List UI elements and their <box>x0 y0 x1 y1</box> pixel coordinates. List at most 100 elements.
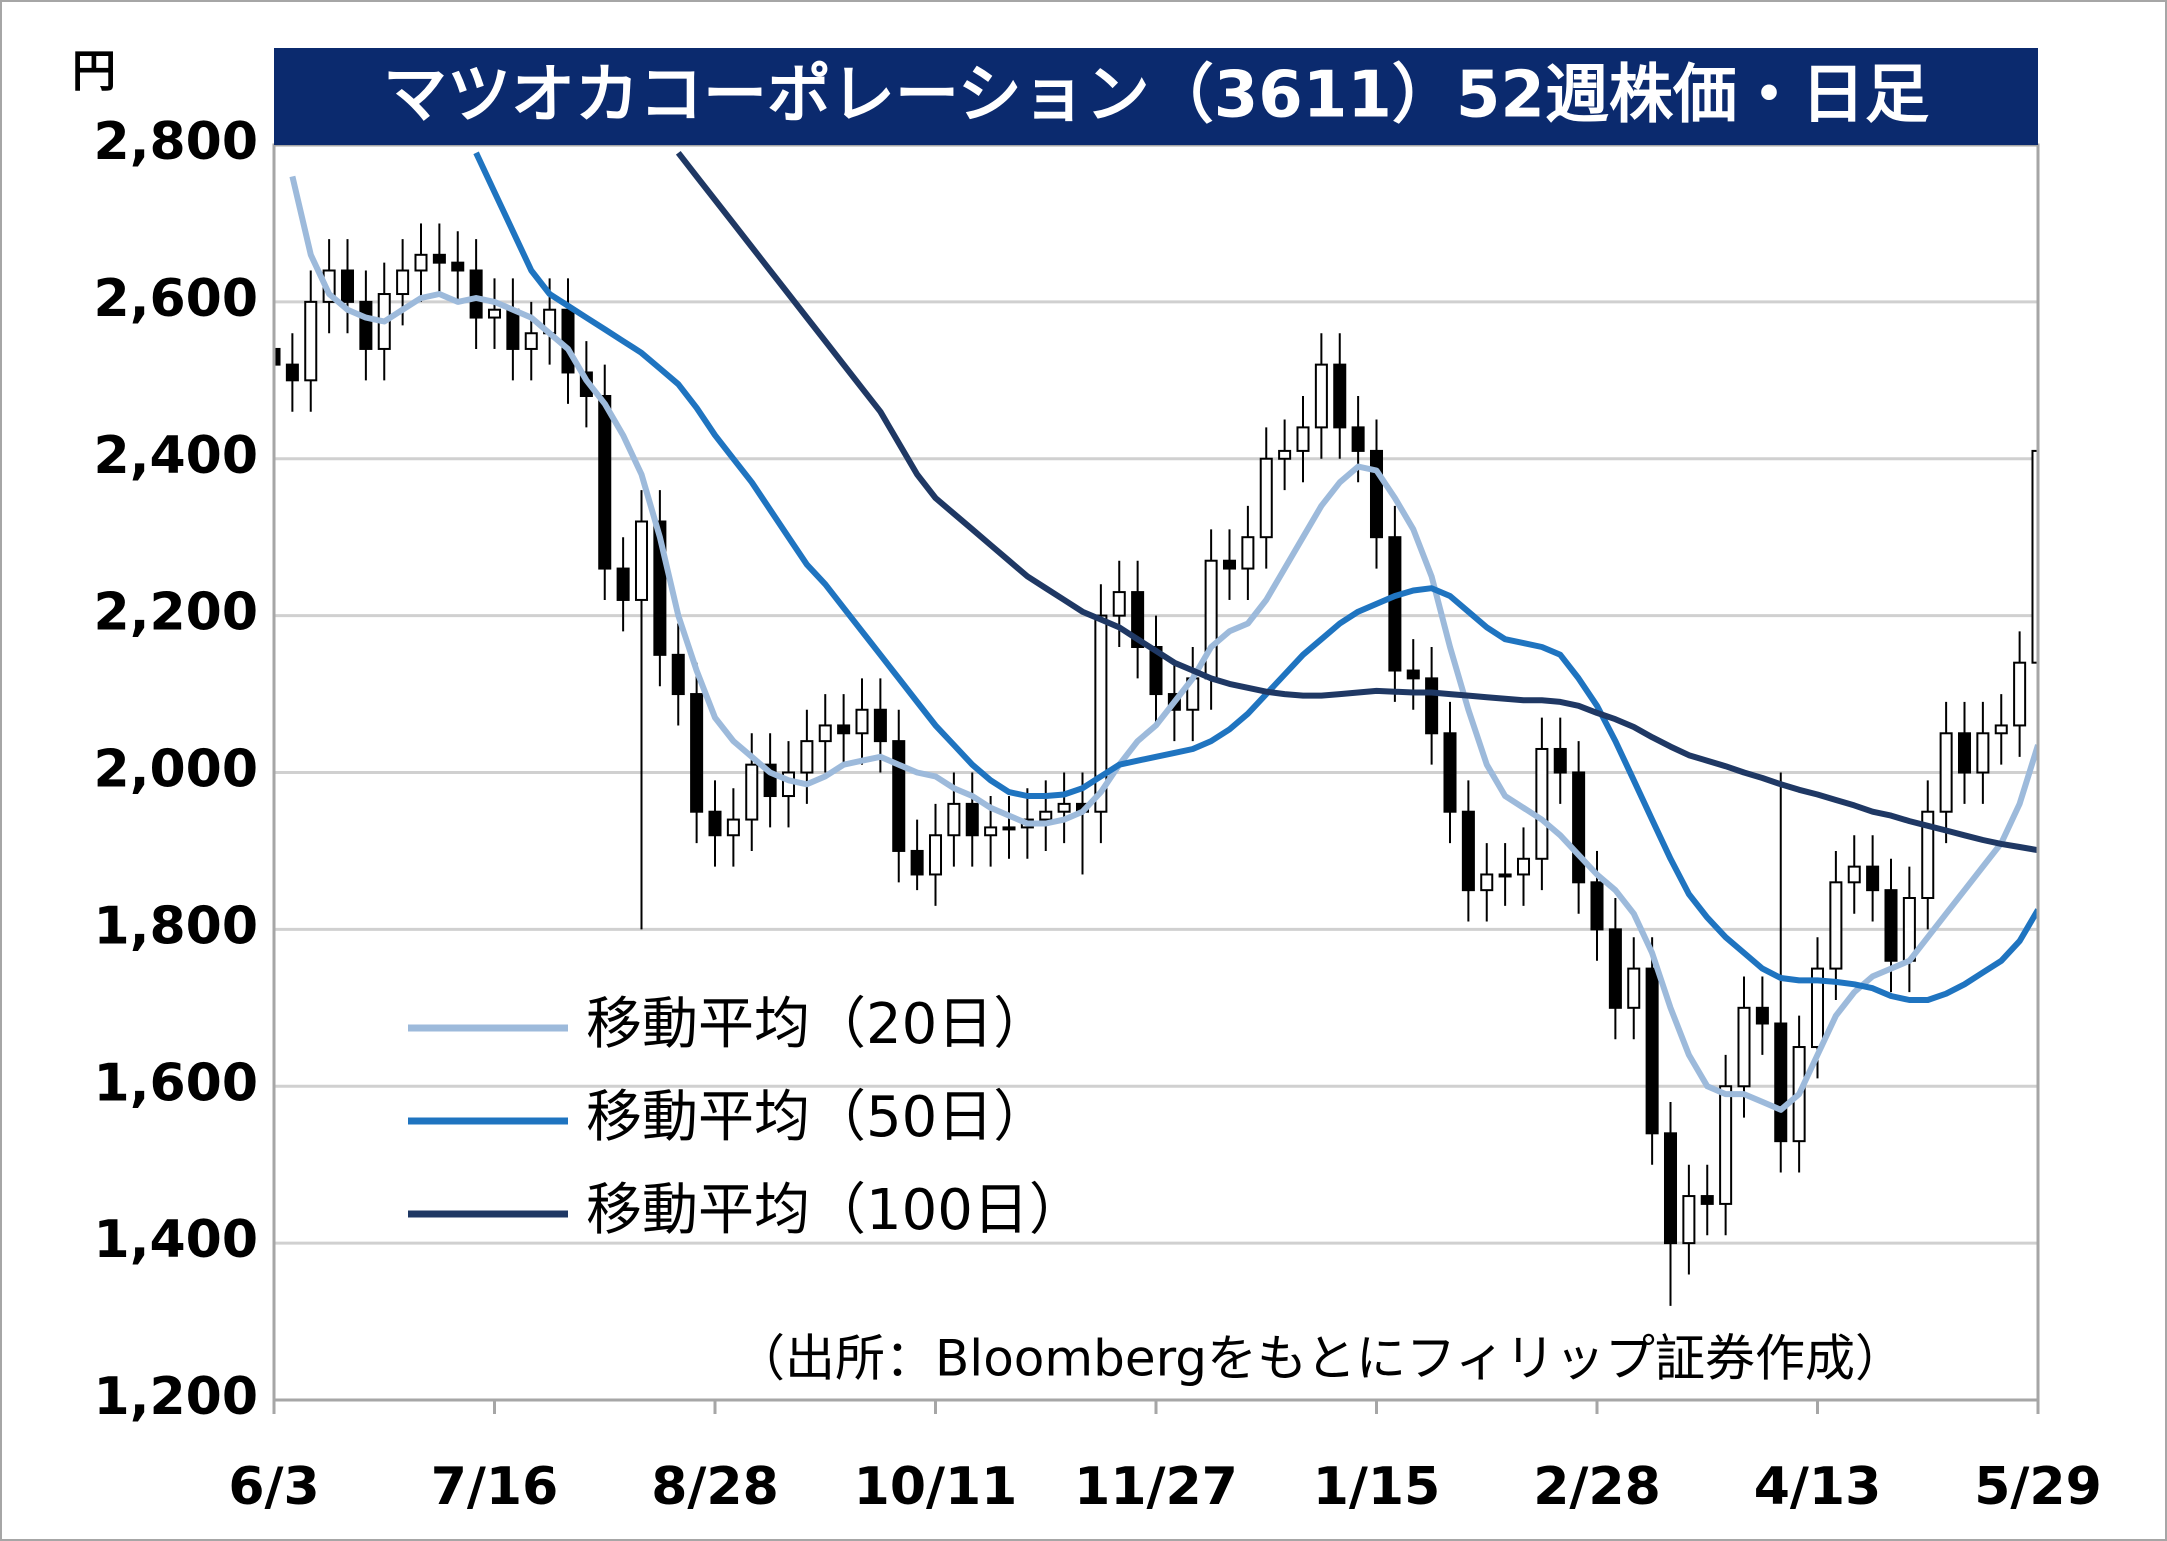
axes: 1,200 1,400 1,600 1,800 2,000 2,200 2,400 2,600… <box>94 112 2102 1517</box>
candle-body <box>1553 747 1567 774</box>
candle-body <box>524 332 538 350</box>
candle-body <box>1884 889 1898 962</box>
candle-body <box>1112 591 1126 617</box>
y-tick-label: 2,600 <box>94 269 258 329</box>
candle-body <box>1149 646 1163 696</box>
candle-body <box>1976 732 1990 774</box>
candle-body <box>1222 559 1237 570</box>
candle-body <box>1314 363 1328 429</box>
candle-body <box>1443 732 1457 813</box>
candle-body <box>1847 865 1861 884</box>
candle-body <box>634 520 649 601</box>
candle-body <box>1957 732 1972 774</box>
candle-body <box>1535 747 1549 860</box>
candle-body <box>1939 732 1953 813</box>
candle-body <box>1296 426 1310 452</box>
candle-body <box>837 724 851 735</box>
candle-body <box>1921 810 1935 899</box>
moving-average-line <box>473 151 2038 1003</box>
x-tick-label: 1/15 <box>1313 1457 1441 1517</box>
candle-body <box>274 347 281 366</box>
plot-marks <box>274 150 2038 1306</box>
candle-body <box>1480 873 1494 892</box>
candle-body <box>1388 536 1402 672</box>
moving-average-line <box>675 150 2038 854</box>
candle-body <box>285 363 299 382</box>
x-tick-label: 7/16 <box>431 1457 559 1517</box>
candle-body <box>506 308 520 350</box>
candle-body <box>396 269 410 296</box>
candle-body <box>1039 810 1053 821</box>
candle-body <box>818 724 832 743</box>
y-tick-label: 2,400 <box>94 426 258 486</box>
candle-body <box>1627 967 1641 1009</box>
candle-body <box>469 269 483 319</box>
candle-body <box>1737 1006 1751 1088</box>
y-tick-label: 2,000 <box>94 740 258 800</box>
chart-title: マツオカコーポレーション（3611）52週株価・日足 <box>383 59 1929 133</box>
candle-body <box>1572 771 1586 884</box>
candle-body <box>1866 865 1880 892</box>
candle-body <box>598 395 612 570</box>
candle-body <box>2031 449 2038 664</box>
x-tick-label: 5/29 <box>1974 1457 2102 1517</box>
candle-body <box>1204 559 1218 680</box>
moving-average-line <box>289 175 2038 1113</box>
candle-body <box>1700 1195 1714 1205</box>
source-note: （出所：Bloombergをもとにフィリップ証券作成） <box>735 1330 1905 1388</box>
candle-body <box>1425 677 1439 735</box>
candle-body <box>1755 1006 1769 1025</box>
candle-body <box>800 740 814 774</box>
candle-body <box>1498 873 1512 878</box>
candle-body <box>1002 826 1016 831</box>
candle-body <box>1461 810 1475 892</box>
candle-body <box>1278 449 1292 460</box>
candle-body <box>928 834 943 876</box>
candle-body <box>1333 363 1347 429</box>
candle-body <box>1663 1132 1678 1245</box>
y-tick-label: 2,200 <box>94 583 258 643</box>
candle-body <box>671 653 685 696</box>
candle-body <box>487 308 502 319</box>
candle-body <box>304 300 318 382</box>
candle-body <box>616 567 630 601</box>
candle-body <box>892 740 906 852</box>
candle-body <box>965 802 979 837</box>
candle-body <box>947 802 961 837</box>
candle-body <box>1057 802 1071 813</box>
candle-body <box>1774 1022 1788 1143</box>
y-unit: 円 <box>72 46 116 97</box>
x-tick-label: 4/13 <box>1754 1457 1882 1517</box>
y-tick-label: 1,800 <box>94 896 258 956</box>
candle-body <box>1094 614 1108 813</box>
x-tick-label: 8/28 <box>651 1457 779 1517</box>
candle-body <box>1131 591 1145 648</box>
candle-body <box>1351 426 1365 452</box>
candle-body <box>690 693 704 813</box>
y-tick-label: 1,600 <box>94 1053 258 1113</box>
y-tick-label: 1,400 <box>94 1210 258 1270</box>
candle-body <box>1645 967 1659 1135</box>
x-tick-label: 10/11 <box>854 1457 1018 1517</box>
candle-body <box>873 708 887 743</box>
candle-body <box>1810 967 1825 1049</box>
candle-body <box>910 849 924 876</box>
candle-body <box>1829 881 1843 970</box>
legend-label: 移動平均（50日） <box>586 1085 1049 1150</box>
candle-body <box>1369 449 1384 539</box>
candle-body <box>2013 661 2027 727</box>
candle-body <box>1608 928 1622 1009</box>
candle-body <box>1259 457 1273 539</box>
candle-body <box>451 261 465 272</box>
candle-body <box>1241 536 1255 570</box>
candle-body <box>414 253 428 272</box>
candle-body <box>745 763 759 821</box>
candle-body <box>984 826 998 837</box>
candle-body <box>1719 1085 1733 1205</box>
x-tick-label: 2/28 <box>1533 1457 1661 1517</box>
candle-body <box>359 300 373 350</box>
candle-body <box>653 520 667 656</box>
